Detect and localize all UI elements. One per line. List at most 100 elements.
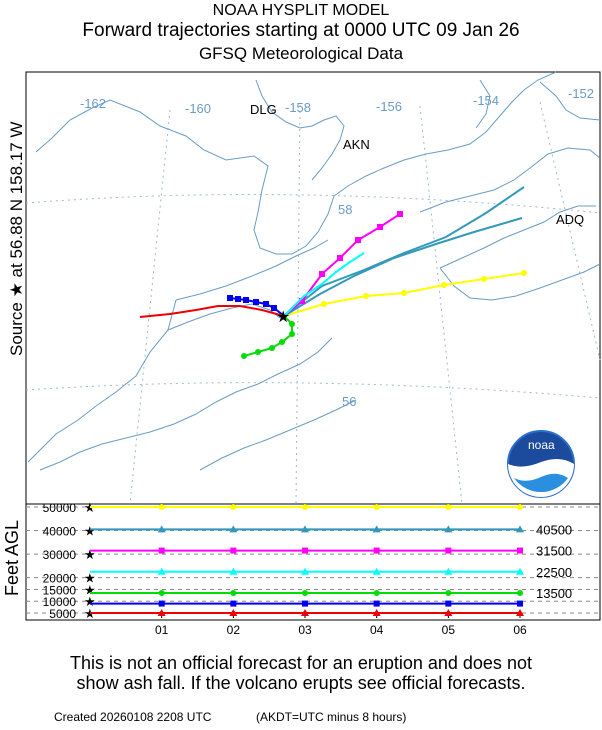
height-marker <box>444 525 453 533</box>
x-tick-label: 02 <box>227 623 241 637</box>
height-marker <box>445 504 452 510</box>
height-marker <box>302 589 308 596</box>
y-tick-star: ★ <box>84 606 96 621</box>
trajectory-darkblue <box>227 295 285 317</box>
disclaimer: This is not an official forecast for an … <box>0 653 602 693</box>
lon-label-158: -158 <box>285 100 311 115</box>
y-tick-label: 5000 <box>49 607 76 621</box>
height-marker <box>230 600 237 607</box>
height-marker <box>158 589 165 596</box>
trajectory-magenta <box>283 211 403 317</box>
trajectory-green <box>241 315 295 359</box>
height-label: 13500 <box>536 586 572 601</box>
lon-label-156: -156 <box>376 99 402 114</box>
y-tick-star: ★ <box>84 582 96 597</box>
source-star: ★ <box>276 309 290 326</box>
height-marker <box>158 547 165 554</box>
height-marker <box>157 567 166 575</box>
height-label: 22500 <box>536 565 572 580</box>
place-label-adq: ADQ <box>556 212 584 227</box>
height-marker <box>158 504 165 510</box>
y-tick-label: 20000 <box>43 572 77 586</box>
y-tick-label: 40000 <box>43 525 77 539</box>
lon-label-152: -152 <box>568 86 594 101</box>
height-marker <box>517 600 523 607</box>
trajectory-cyan <box>283 252 365 317</box>
y-tick-label: 10000 <box>43 595 77 609</box>
height-marker <box>157 525 166 533</box>
disclaimer-line-1: This is not an official forecast for an … <box>70 653 532 673</box>
height-marker <box>444 609 453 616</box>
vertical-axis-label: Feet AGL <box>2 519 22 597</box>
height-marker <box>516 525 524 533</box>
map-frame <box>25 71 601 505</box>
x-tick-label: 03 <box>298 623 312 637</box>
height-marker <box>373 504 380 510</box>
y-tick-star: ★ <box>84 524 96 539</box>
height-marker <box>301 609 309 616</box>
height-marker <box>372 525 381 533</box>
y-tick-label: 50000 <box>43 501 77 515</box>
height-series-line <box>90 567 524 575</box>
height-series-line <box>90 504 523 510</box>
height-series-line <box>90 609 524 616</box>
height-marker <box>302 504 308 510</box>
x-tick-label: 04 <box>370 623 384 637</box>
timezone-note: (AKDT=UTC minus 8 hours) <box>256 710 407 724</box>
place-label-dlg: DLG <box>250 102 277 117</box>
height-marker <box>157 609 166 616</box>
height-marker <box>301 567 309 575</box>
y-tick-star: ★ <box>84 571 96 586</box>
disclaimer-line-2: show ash fall. If the volcano erupts see… <box>76 673 526 693</box>
lat-label-56: 56 <box>342 394 356 409</box>
height-marker <box>444 567 453 575</box>
height-marker <box>229 567 238 575</box>
trajectory-blue <box>283 186 525 317</box>
height-marker <box>445 589 452 596</box>
height-series-line <box>90 589 523 596</box>
height-marker <box>372 609 381 616</box>
x-tick-label: 01 <box>155 623 169 637</box>
y-tick-label: 15000 <box>43 583 77 597</box>
header-model-title: NOAA HYSPLIT MODEL <box>212 2 390 19</box>
y-tick-star: ★ <box>84 547 96 562</box>
height-series-line <box>90 547 523 554</box>
height-marker <box>516 567 524 575</box>
height-marker <box>302 547 308 554</box>
noaa-logo: noaa <box>507 430 575 498</box>
height-marker <box>445 547 452 554</box>
coastline <box>27 71 601 471</box>
height-series-line <box>90 600 523 607</box>
height-series-line <box>90 525 524 533</box>
header-trajectory-title: Forward trajectories starting at 0000 UT… <box>82 20 520 41</box>
header-met-data: GFSQ Meteorological Data <box>198 44 404 63</box>
height-marker <box>229 525 238 533</box>
x-tick-label: 05 <box>442 623 456 637</box>
height-marker <box>229 609 238 616</box>
lon-label-160: -160 <box>185 101 211 116</box>
height-marker <box>517 547 523 554</box>
height-marker <box>230 504 237 510</box>
height-marker <box>230 589 237 596</box>
trajectory-red <box>139 305 285 318</box>
height-marker <box>517 589 523 596</box>
lat-label-58: 58 <box>338 202 352 217</box>
height-marker <box>445 600 452 607</box>
vertical-panel-frame <box>25 503 601 621</box>
height-marker <box>158 600 165 607</box>
height-marker <box>302 600 308 607</box>
height-marker <box>516 609 524 616</box>
lon-label-154: -154 <box>473 93 499 108</box>
height-marker <box>372 567 381 575</box>
y-tick-star: ★ <box>84 594 96 609</box>
vertical-panel: 50000 ★ 40000 ★ 30000 ★ 20000 ★ 15000 ★ 10000 ★ 5000… <box>26 500 600 637</box>
lon-label-162: -162 <box>80 96 106 111</box>
x-tick-label: 06 <box>513 623 527 637</box>
height-marker <box>301 525 309 533</box>
created-timestamp: Created 20260108 2208 UTC <box>54 710 212 724</box>
height-marker <box>230 547 237 554</box>
height-label: 31500 <box>536 544 572 559</box>
place-label-akn: AKN <box>343 137 370 152</box>
y-tick-star: ★ <box>84 500 96 515</box>
